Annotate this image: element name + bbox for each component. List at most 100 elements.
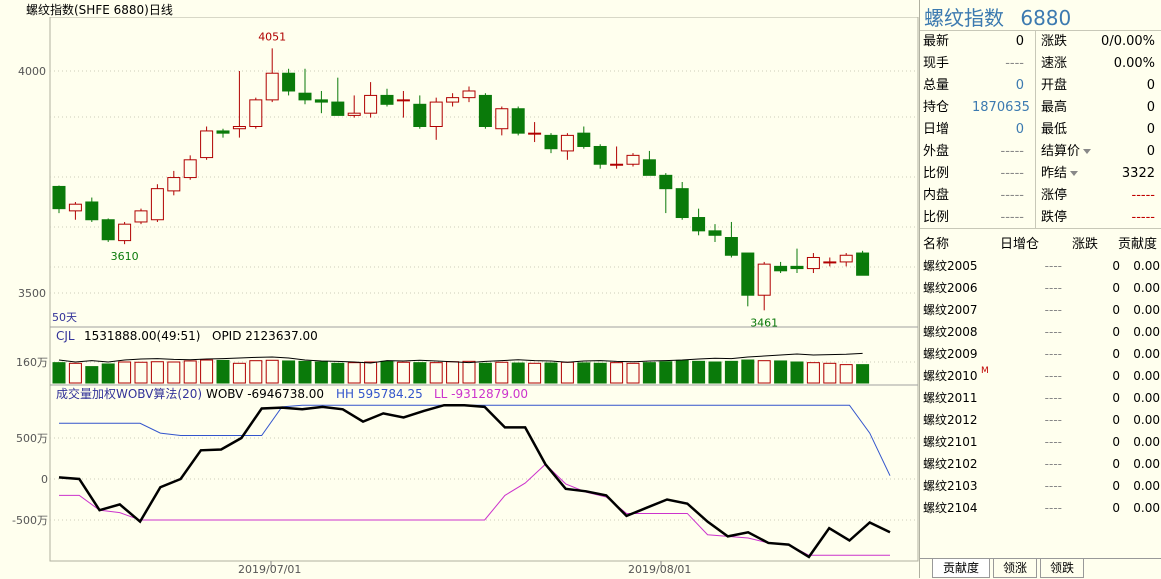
quote-label-right-text: 最低 (1041, 122, 1068, 137)
quote-label-right: 涨停 (1041, 185, 1067, 207)
candle-body (216, 130, 230, 134)
hh-line (59, 404, 891, 476)
candle-body (183, 159, 197, 179)
volume-bar (347, 362, 361, 384)
col-header-name[interactable]: 名称 (923, 237, 950, 252)
volume-bar (577, 362, 591, 384)
candle-body (413, 103, 427, 128)
candle-body (282, 72, 296, 92)
contract-contribution: 0.00 (1133, 281, 1160, 295)
dropdown-caret-icon[interactable] (1083, 149, 1092, 154)
plot-border (49, 17, 919, 562)
instrument-code: 6880 (1020, 6, 1072, 30)
volume-bar (839, 364, 853, 384)
contract-row[interactable]: 螺纹2011 ---- 0 0.00 (920, 387, 1161, 409)
candle-body (577, 132, 591, 147)
low-price-label: 3610 (111, 250, 139, 263)
contract-row[interactable]: 螺纹2103 ---- 0 0.00 (920, 475, 1161, 497)
ll-line (59, 463, 890, 556)
volume-indicator-name: CJL (56, 329, 75, 343)
contract-name: 螺纹2007 (923, 303, 978, 317)
volume-bar (511, 362, 525, 384)
contract-change: 0 (1112, 413, 1120, 427)
contract-row[interactable]: 螺纹2009 ---- 0 0.00 (920, 343, 1161, 365)
y-tick-label: -500万 (12, 514, 48, 527)
candle-body (134, 210, 148, 223)
candle-body (265, 72, 279, 101)
contract-row[interactable]: 螺纹2012 ---- 0 0.00 (920, 409, 1161, 431)
candle-body (478, 94, 492, 127)
contract-day-increase: ---- (1044, 325, 1062, 339)
candle-body (85, 201, 99, 221)
contract-change: 0 (1112, 435, 1120, 449)
quote-value-right: 0 (1146, 78, 1155, 93)
col-header-contrib[interactable]: 贡献度 (1118, 237, 1158, 252)
contract-name: 螺纹2102 (923, 457, 978, 471)
col-header-chg[interactable]: 涨跌 (1072, 237, 1099, 252)
contract-day-increase: ---- (1044, 391, 1062, 405)
quote-label-left: 最新 (923, 34, 950, 49)
volume-bar (232, 362, 246, 384)
candle-body (232, 126, 246, 130)
quote-label-left: 比例 (923, 166, 950, 181)
volume-bar (593, 362, 607, 384)
candle-body (708, 230, 722, 236)
candle-body (462, 90, 476, 99)
volume-bar (380, 360, 394, 384)
y-tick-label: 160万 (16, 356, 48, 369)
dropdown-caret-icon[interactable] (1070, 171, 1079, 176)
volume-bar (495, 361, 509, 384)
contract-change: 0 (1112, 501, 1120, 515)
candle-body (511, 108, 525, 134)
chart-area[interactable]: 4000 3500 160万 500万 0 -500万 50天 4051 3610 3461 CJL… (0, 17, 919, 578)
candle-body (347, 112, 361, 116)
volume-ma-line (58, 352, 863, 364)
volume-bar (462, 360, 476, 384)
col-header-inc[interactable]: 日增仓 (1000, 237, 1040, 252)
contract-row[interactable]: 螺纹2102 ---- 0 0.00 (920, 453, 1161, 475)
contract-row[interactable]: 螺纹2007 ---- 0 0.00 (920, 299, 1161, 321)
contract-contribution: 0.00 (1133, 435, 1160, 449)
tab-lead-down[interactable]: 领跌 (1040, 559, 1084, 578)
contract-row[interactable]: 螺纹2006 ---- 0 0.00 (920, 277, 1161, 299)
contract-row[interactable]: 螺纹2104 ---- 0 0.00 (920, 497, 1161, 519)
volume-bar (282, 360, 296, 384)
candle-body (331, 101, 345, 116)
volume-bar (396, 361, 410, 384)
volume-bar (446, 361, 460, 384)
candle-body (806, 256, 820, 270)
contract-day-increase: ---- (1044, 303, 1062, 317)
contract-row[interactable]: 螺纹2101 ---- 0 0.00 (920, 431, 1161, 453)
chart-title: 螺纹指数(SHFE 6880)日线 (26, 3, 173, 17)
tab-lead-up[interactable]: 领涨 (993, 559, 1037, 578)
candle-body (200, 130, 214, 159)
quote-value-right: 0 (1146, 100, 1155, 115)
candle-body (593, 145, 607, 165)
candle-body (774, 265, 788, 272)
candle-body (790, 265, 804, 270)
contract-name: 螺纹2012 (923, 413, 978, 427)
contract-contribution: 0.00 (1133, 325, 1160, 339)
contract-change: 0 (1112, 479, 1120, 493)
contract-change: 0 (1112, 369, 1120, 383)
candle-body (659, 174, 673, 190)
volume-bar (544, 362, 558, 384)
quote-value-left: ----- (1000, 210, 1024, 225)
quote-label-right[interactable]: 结算价 (1041, 141, 1092, 163)
quote-value-left: 0 (1015, 78, 1024, 93)
contract-row[interactable]: 螺纹2005 ---- 0 0.00 (920, 255, 1161, 277)
tab-contribution[interactable]: 贡献度 (932, 559, 990, 578)
contract-contribution: 0.00 (1133, 259, 1160, 273)
volume-bar (724, 360, 738, 384)
quote-label-right: 速涨 (1041, 53, 1067, 75)
contract-contribution: 0.00 (1133, 391, 1160, 405)
contract-row[interactable]: 螺纹2010 M ---- 0 0.00 (920, 365, 1161, 387)
quote-label-right[interactable]: 昨结 (1041, 163, 1079, 185)
quote-value-right: ----- (1131, 188, 1155, 203)
contract-row[interactable]: 螺纹2008 ---- 0 0.00 (920, 321, 1161, 343)
contract-day-increase: ---- (1044, 347, 1062, 361)
candle-body (150, 188, 164, 221)
volume-indicator-value: 1531888.00(49:51) (84, 329, 200, 343)
quote-label-right: 开盘 (1041, 75, 1067, 97)
ll-value: LL -9312879.00 (434, 387, 528, 401)
